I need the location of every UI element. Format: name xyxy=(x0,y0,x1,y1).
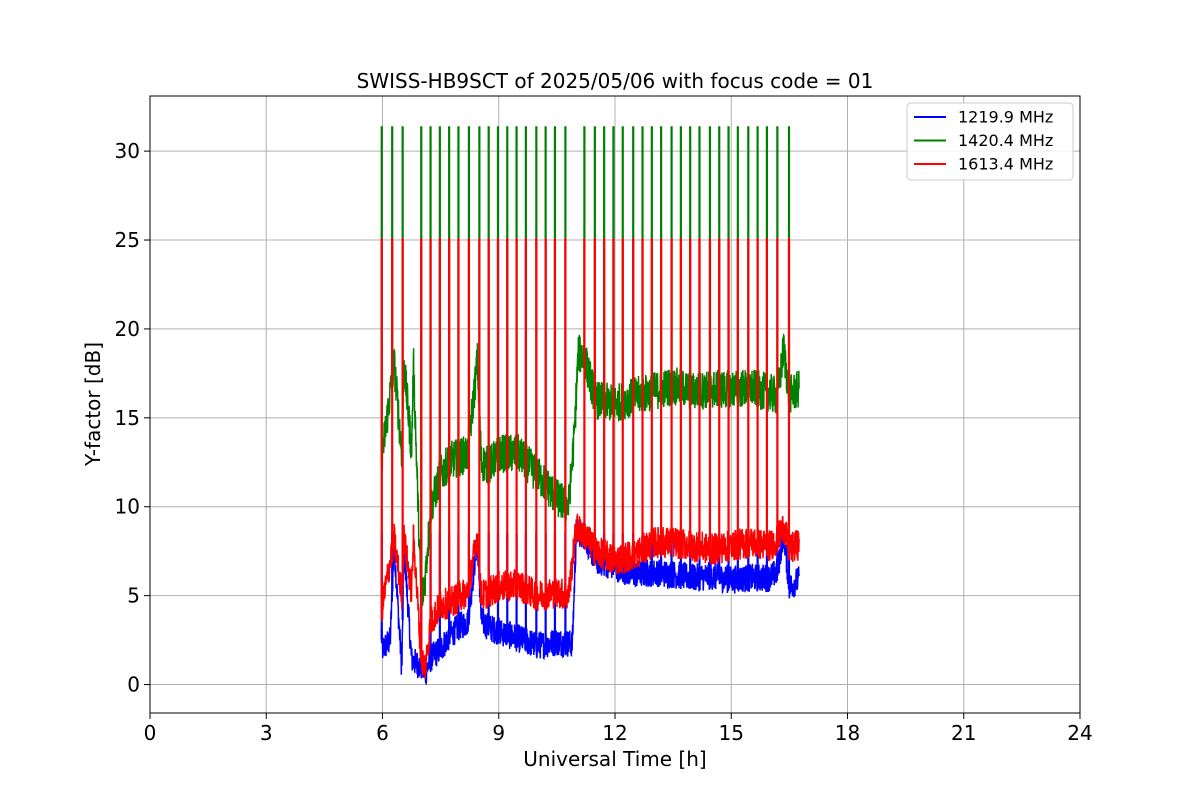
x-tick-label: 18 xyxy=(835,721,860,745)
plot-area xyxy=(380,126,800,685)
y-axis-ticks: 0 5 10 15 20 25 30 xyxy=(115,139,150,697)
x-tick-label: 21 xyxy=(951,721,976,745)
x-tick-label: 6 xyxy=(376,721,389,745)
y-tick-label: 30 xyxy=(115,139,140,163)
y-tick-label: 0 xyxy=(127,673,140,697)
legend-label: 1613.4 MHz xyxy=(958,155,1053,174)
chart-title: SWISS-HB9SCT of 2025/05/06 with focus co… xyxy=(357,69,874,93)
legend-label: 1420.4 MHz xyxy=(958,131,1053,150)
y-tick-label: 20 xyxy=(115,317,140,341)
legend-label: 1219.9 MHz xyxy=(958,108,1053,127)
y-tick-label: 5 xyxy=(127,584,140,608)
x-tick-label: 9 xyxy=(492,721,505,745)
x-tick-label: 3 xyxy=(260,721,273,745)
series-line-2 xyxy=(380,513,800,679)
legend: 1219.9 MHz 1420.4 MHz 1613.4 MHz xyxy=(906,102,1074,181)
x-axis-label: Universal Time [h] xyxy=(523,747,706,771)
y-axis-label: Y-factor [dB] xyxy=(81,342,105,467)
x-tick-label: 0 xyxy=(144,721,157,745)
y-tick-label: 10 xyxy=(115,495,140,519)
x-tick-label: 12 xyxy=(602,721,627,745)
y-tick-label: 15 xyxy=(115,406,140,430)
x-tick-label: 15 xyxy=(719,721,744,745)
series-layer xyxy=(380,126,800,685)
x-axis-ticks: 0 3 6 9 12 15 18 21 24 xyxy=(144,713,1093,745)
legend-box xyxy=(906,102,1074,181)
x-tick-label: 24 xyxy=(1067,721,1092,745)
y-tick-label: 25 xyxy=(115,228,140,252)
